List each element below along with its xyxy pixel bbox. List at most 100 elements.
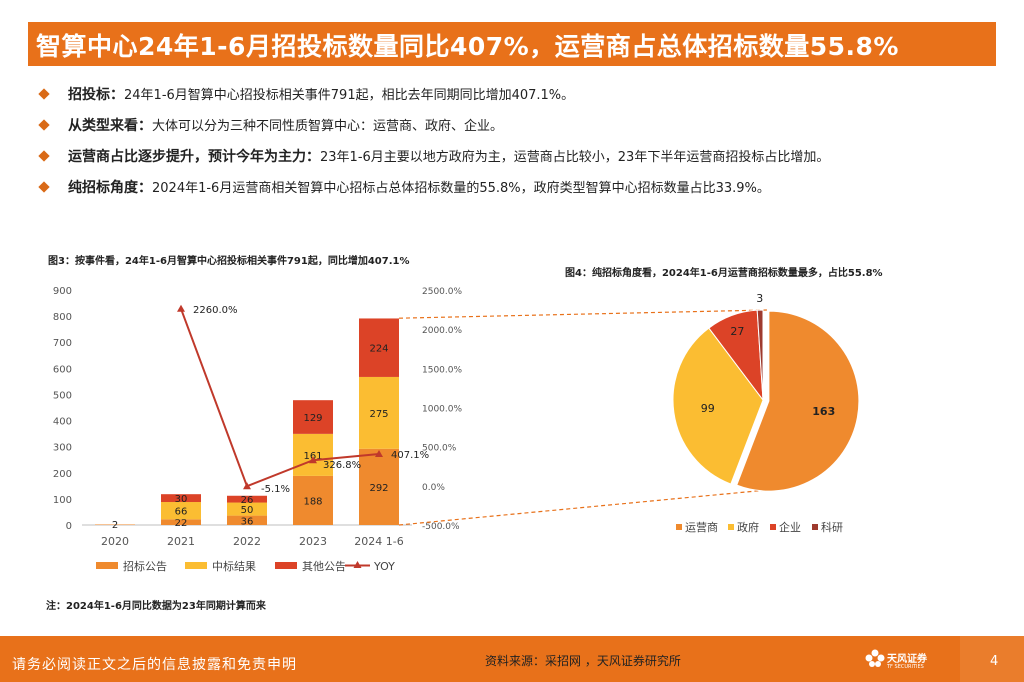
bullet-text: 23年1-6月主要以地方政府为主，运营商占比较小，23年下半年运营商招投标占比增… bbox=[320, 150, 830, 165]
y-tick-label: 200 bbox=[53, 469, 72, 480]
logo-brand: 天风证券 bbox=[887, 654, 927, 665]
bullet-item: 从类型来看： 大体可以分为三种不同性质智算中心：运营商、政府、企业。 bbox=[38, 109, 998, 140]
bullet-heading: 运营商占比逐步提升，预计今年为主力： bbox=[68, 148, 320, 165]
logo-subtitle: TF SECURITIES bbox=[887, 664, 924, 670]
legend-yoy-marker bbox=[353, 561, 362, 568]
pie-data-label: 3 bbox=[756, 292, 763, 305]
bar-segment bbox=[227, 495, 267, 503]
bullet-item: 招投标： 24年1-6月智算中心招投标相关事件791起，相比去年同期同比增加407… bbox=[38, 78, 998, 109]
pie-slice bbox=[672, 327, 764, 485]
bar-data-label: 224 bbox=[369, 344, 388, 355]
pie-legend-swatch bbox=[812, 524, 818, 530]
pie-legend-label: 运营商 bbox=[685, 520, 718, 534]
pie-legend-swatch bbox=[676, 524, 682, 530]
page-title: 智算中心24年1-6月招投标数量同比407%，运营商占总体招标数量55.8% bbox=[36, 32, 899, 61]
bar-segment bbox=[359, 448, 399, 525]
connector-line bbox=[398, 489, 768, 526]
title-background bbox=[28, 22, 996, 66]
source-text: 资料来源：采招网 ，天风证券研究所 bbox=[485, 654, 681, 668]
bar-data-label: 2 bbox=[112, 520, 118, 531]
pie-legend-swatch bbox=[728, 524, 734, 530]
flower-logo-icon bbox=[865, 649, 885, 667]
bullet-heading: 纯招标角度： bbox=[68, 179, 152, 196]
bar-segment bbox=[293, 475, 333, 525]
y-tick-label: 500 bbox=[53, 390, 72, 401]
legend-label: 中标结果 bbox=[212, 559, 256, 573]
bar-segment bbox=[293, 433, 333, 476]
pie-data-label: 99 bbox=[701, 402, 715, 415]
y-tick-label: 300 bbox=[53, 443, 72, 454]
bar-data-label: 129 bbox=[303, 413, 322, 424]
bar-data-label: 292 bbox=[369, 483, 388, 494]
y2-tick-label: 2000.0% bbox=[422, 326, 462, 336]
yoy-point bbox=[375, 449, 383, 457]
page-number: 4 bbox=[990, 654, 999, 669]
legend-swatch bbox=[96, 562, 118, 569]
bar-data-label: 26 bbox=[241, 495, 254, 506]
x-tick-label: 2022 bbox=[233, 535, 261, 548]
pie-slice bbox=[756, 309, 764, 401]
y-tick-label: 400 bbox=[53, 417, 72, 428]
y-tick-label: 100 bbox=[53, 495, 72, 506]
legend-swatch bbox=[275, 562, 297, 569]
x-tick-label: 2021 bbox=[167, 535, 195, 548]
y-tick-label: 0 bbox=[66, 521, 72, 532]
x-tick-label: 2020 bbox=[101, 535, 129, 548]
yoy-data-label: 2260.0% bbox=[193, 305, 238, 316]
legend-label: 招标公告 bbox=[123, 559, 167, 573]
bar-data-label: 30 bbox=[175, 494, 188, 505]
y2-tick-label: 500.0% bbox=[422, 444, 457, 454]
y2-tick-label: 1500.0% bbox=[422, 365, 462, 375]
bar-segment bbox=[161, 519, 201, 525]
bullet-text: 2024年1-6月运营商相关智算中心招标占总体招标数量的55.8%，政府类型智算… bbox=[152, 181, 770, 196]
charts-canvas: 0 100 200 300 400 500 600 700 800 900 -500.0% 0.0% 5… bbox=[53, 286, 860, 573]
bar-segment bbox=[161, 494, 201, 503]
chart-note: 注：2024年1-6月同比数据为23年同期计算而来 bbox=[46, 601, 266, 612]
bar-segment bbox=[227, 515, 267, 525]
legend-label: YOY bbox=[373, 560, 395, 573]
y-tick-label: 600 bbox=[53, 364, 72, 375]
pie-slice bbox=[736, 310, 860, 492]
yoy-line bbox=[180, 308, 380, 488]
yoy-point bbox=[177, 304, 185, 312]
bar-segment bbox=[293, 400, 333, 434]
bar-segment bbox=[95, 524, 135, 525]
x-tick-label: 2023 bbox=[299, 535, 327, 548]
bullet-heading: 从类型来看： bbox=[68, 117, 152, 134]
x-tick-label: 2024 1-6 bbox=[354, 535, 403, 548]
bullet-text: 大体可以分为三种不同性质智算中心：运营商、政府、企业。 bbox=[152, 119, 504, 134]
bullet-text: 24年1-6月智算中心招投标相关事件791起，相比去年同期同比增加407.1%。 bbox=[124, 88, 575, 103]
bullet-heading: 招投标： bbox=[68, 86, 124, 103]
bullet-item: 运营商占比逐步提升，预计今年为主力： 23年1-6月主要以地方政府为主，运营商占比… bbox=[38, 140, 998, 171]
bar-data-label: 50 bbox=[241, 505, 254, 516]
pie-data-label: 163 bbox=[812, 405, 835, 418]
bar-data-label: 22 bbox=[175, 518, 188, 529]
y-tick-label: 900 bbox=[53, 286, 72, 297]
bar-segment bbox=[359, 318, 399, 377]
yoy-point bbox=[243, 482, 251, 490]
bar-data-label: 188 bbox=[303, 496, 322, 507]
y2-tick-label: 2500.0% bbox=[422, 287, 462, 297]
figure4-title: 图4：纯招标角度看，2024年1-6月运营商招标数量最多，占比55.8% bbox=[565, 268, 883, 279]
pie-legend-label: 政府 bbox=[737, 520, 759, 534]
y-tick-label: 700 bbox=[53, 338, 72, 349]
bar-segment bbox=[161, 502, 201, 520]
legend-swatch bbox=[185, 562, 207, 569]
footer-bar: 请务必阅读正文之后的信息披露和免责申明 资料来源：采招网 ，天风证券研究所 天风… bbox=[0, 636, 1024, 682]
bar-segment bbox=[359, 376, 399, 449]
pie-legend-label: 科研 bbox=[821, 520, 843, 534]
bar-data-label: 275 bbox=[369, 409, 388, 420]
bullet-list: 招投标： 24年1-6月智算中心招投标相关事件791起，相比去年同期同比增加407… bbox=[38, 78, 998, 202]
bullet-item: 纯招标角度： 2024年1-6月运营商相关智算中心招标占总体招标数量的55.8%，… bbox=[38, 171, 998, 202]
disclaimer-text: 请务必阅读正文之后的信息披露和免责申明 bbox=[12, 657, 297, 673]
yoy-data-label: -5.1% bbox=[261, 484, 290, 495]
y2-tick-label: -500.0% bbox=[422, 522, 460, 532]
pie-legend-label: 企业 bbox=[779, 520, 801, 534]
y2-tick-label: 0.0% bbox=[422, 483, 445, 493]
bar-segment bbox=[227, 502, 267, 516]
connector-line bbox=[398, 309, 768, 319]
page-number-background bbox=[960, 636, 1024, 682]
yoy-point bbox=[309, 456, 317, 464]
legend-label: 其他公告 bbox=[302, 560, 346, 573]
pie-legend-swatch bbox=[770, 524, 776, 530]
